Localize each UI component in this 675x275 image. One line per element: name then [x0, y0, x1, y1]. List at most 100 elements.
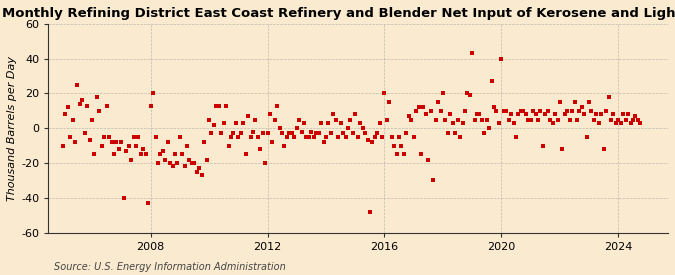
Point: [84, 138, 95, 142]
Point: [362, 138, 373, 142]
Point: [279, 143, 290, 148]
Point: [116, 140, 127, 144]
Point: [440, 117, 451, 122]
Point: [143, 201, 154, 205]
Text: Source: U.S. Energy Information Administration: Source: U.S. Energy Information Administ…: [54, 262, 286, 272]
Point: [464, 93, 475, 97]
Point: [342, 126, 353, 130]
Point: [240, 152, 251, 156]
Point: [80, 131, 90, 136]
Point: [611, 121, 622, 125]
Point: [591, 112, 602, 117]
Point: [172, 161, 183, 165]
Point: [598, 147, 609, 151]
Point: [177, 152, 188, 156]
Point: [586, 109, 597, 113]
Point: [528, 109, 539, 113]
Point: [148, 91, 159, 96]
Point: [277, 131, 288, 136]
Point: [126, 157, 136, 162]
Point: [267, 140, 278, 144]
Point: [504, 117, 514, 122]
Point: [581, 135, 592, 139]
Point: [286, 131, 297, 136]
Point: [437, 91, 448, 96]
Point: [531, 112, 541, 117]
Title: Monthly Refining District East Coast Refinery and Blender Net Input of Kerosene : Monthly Refining District East Coast Ref…: [2, 7, 675, 20]
Point: [384, 100, 395, 104]
Point: [625, 121, 636, 125]
Point: [408, 135, 419, 139]
Point: [472, 112, 483, 117]
Point: [86, 117, 97, 122]
Point: [157, 148, 168, 153]
Point: [357, 126, 368, 130]
Point: [111, 140, 122, 144]
Point: [435, 109, 446, 113]
Point: [593, 121, 604, 125]
Point: [425, 109, 436, 113]
Point: [155, 152, 165, 156]
Point: [540, 112, 551, 117]
Point: [145, 103, 156, 108]
Point: [296, 130, 307, 134]
Point: [501, 109, 512, 113]
Point: [70, 140, 80, 144]
Point: [180, 164, 190, 169]
Point: [330, 117, 341, 122]
Point: [433, 100, 443, 104]
Point: [313, 131, 324, 136]
Point: [248, 130, 259, 134]
Point: [301, 135, 312, 139]
Point: [67, 117, 78, 122]
Point: [401, 131, 412, 136]
Point: [613, 117, 624, 122]
Point: [294, 117, 304, 122]
Point: [545, 117, 556, 122]
Point: [484, 126, 495, 130]
Point: [101, 103, 112, 108]
Point: [445, 112, 456, 117]
Point: [150, 135, 161, 139]
Point: [477, 117, 487, 122]
Point: [430, 117, 441, 122]
Point: [622, 112, 633, 117]
Point: [578, 112, 589, 117]
Point: [421, 112, 431, 117]
Point: [316, 121, 327, 125]
Point: [242, 114, 253, 118]
Point: [192, 169, 202, 174]
Point: [574, 109, 585, 113]
Point: [518, 109, 529, 113]
Point: [460, 109, 470, 113]
Point: [109, 152, 119, 156]
Point: [308, 135, 319, 139]
Point: [216, 131, 227, 136]
Point: [325, 131, 336, 136]
Point: [206, 131, 217, 136]
Point: [372, 131, 383, 136]
Point: [318, 140, 329, 144]
Point: [399, 152, 410, 156]
Point: [97, 143, 107, 148]
Point: [225, 135, 236, 139]
Point: [537, 143, 548, 148]
Point: [333, 135, 344, 139]
Point: [516, 109, 526, 113]
Point: [292, 126, 302, 130]
Point: [533, 117, 543, 122]
Point: [104, 135, 115, 139]
Point: [221, 103, 232, 108]
Point: [262, 131, 273, 136]
Point: [162, 140, 173, 144]
Point: [469, 117, 480, 122]
Point: [406, 117, 416, 122]
Point: [620, 117, 631, 122]
Point: [630, 114, 641, 118]
Point: [272, 103, 283, 108]
Point: [113, 147, 124, 151]
Point: [153, 161, 163, 165]
Point: [298, 121, 309, 125]
Point: [140, 152, 151, 156]
Point: [92, 95, 103, 99]
